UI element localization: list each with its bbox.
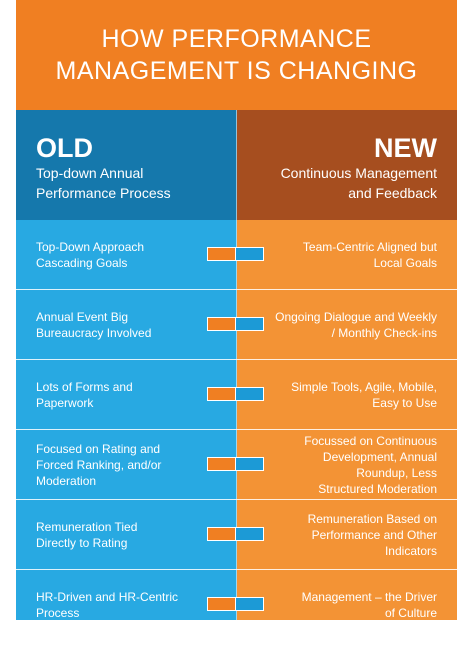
connector-left-block bbox=[207, 597, 236, 611]
row-separator bbox=[16, 359, 457, 360]
comparison-row: Remuneration Tied Directly to Rating Remun… bbox=[16, 500, 457, 570]
title-line-1: HOW PERFORMANCE bbox=[101, 25, 372, 53]
connector-left-block bbox=[207, 387, 236, 401]
new-item: Focussed on Continuous Development, Annua… bbox=[267, 430, 437, 500]
new-item-line: Performance and Other bbox=[311, 528, 437, 542]
old-subtitle-line-1: Top-down Annual bbox=[36, 165, 144, 181]
old-item-line: Annual Event Big bbox=[36, 310, 129, 324]
new-item: Management – the Driver of Culture bbox=[267, 570, 437, 640]
old-item-line: HR-Driven and HR-Centric bbox=[36, 590, 179, 604]
old-item-line: Paperwork bbox=[36, 396, 94, 410]
comparison-row: Lots of Forms and Paperwork Simple Tools, … bbox=[16, 360, 457, 430]
new-item-line: Development, Annual bbox=[322, 450, 437, 464]
connector-left-block bbox=[207, 527, 236, 541]
old-item-line: Directly to Rating bbox=[36, 536, 128, 550]
connector-left-block bbox=[207, 247, 236, 261]
old-header: OLD Top-down Annual Performance Process bbox=[16, 110, 237, 220]
column-divider bbox=[236, 110, 237, 620]
old-item: Lots of Forms and Paperwork bbox=[36, 360, 206, 430]
new-item-line: Structured Moderation bbox=[318, 482, 437, 496]
new-item-line: Simple Tools, Agile, Mobile, bbox=[291, 380, 437, 394]
old-item-line: Lots of Forms and bbox=[36, 380, 133, 394]
new-item-line: Local Goals bbox=[373, 256, 437, 270]
connector-right-block bbox=[235, 597, 264, 611]
new-column bbox=[237, 220, 457, 620]
row-separator bbox=[16, 499, 457, 500]
row-separator bbox=[16, 289, 457, 290]
connector-right-block bbox=[235, 387, 264, 401]
connector-icon bbox=[207, 247, 265, 261]
connector-right-block bbox=[235, 317, 264, 331]
connector-icon bbox=[207, 527, 265, 541]
new-item-line: Indicators bbox=[384, 544, 437, 558]
old-column bbox=[16, 220, 237, 620]
old-subtitle-line-2: Performance Process bbox=[36, 185, 171, 201]
connector-icon bbox=[207, 387, 265, 401]
new-item-line: Remuneration Based on bbox=[307, 512, 437, 526]
new-item: Team-Centric Aligned but Local Goals bbox=[267, 220, 437, 290]
new-item-line: Management – the Driver bbox=[301, 590, 437, 604]
new-item-line: Team-Centric Aligned but bbox=[302, 240, 437, 254]
row-separator bbox=[16, 429, 457, 430]
old-item: Focused on Rating and Forced Ranking, and… bbox=[36, 430, 206, 500]
connector-icon bbox=[207, 317, 265, 331]
connector-left-block bbox=[207, 317, 236, 331]
comparison-row: Focused on Rating and Forced Ranking, and… bbox=[16, 430, 457, 500]
connector-left-block bbox=[207, 457, 236, 471]
connector-right-block bbox=[235, 247, 264, 261]
old-item-line: Focused on Rating and bbox=[36, 442, 161, 456]
connector-right-block bbox=[235, 457, 264, 471]
new-header: NEW Continuous Management and Feedback bbox=[237, 110, 457, 220]
old-item: Annual Event Big Bureaucracy Involved bbox=[36, 290, 206, 360]
old-heading: OLD bbox=[36, 133, 93, 163]
connector-icon bbox=[207, 597, 265, 611]
old-item-line: Top-Down Approach bbox=[36, 240, 145, 254]
title-band: HOW PERFORMANCE MANAGEMENT IS CHANGING bbox=[16, 0, 457, 110]
new-subtitle-line-1: Continuous Management bbox=[280, 165, 437, 181]
comparison-row: Annual Event Big Bureaucracy Involved Ongo… bbox=[16, 290, 457, 360]
old-item: Remuneration Tied Directly to Rating bbox=[36, 500, 206, 570]
old-item: Top-Down Approach Cascading Goals bbox=[36, 220, 206, 290]
connector-right-block bbox=[235, 527, 264, 541]
new-item-line: Ongoing Dialogue and Weekly bbox=[275, 310, 437, 324]
new-heading: NEW bbox=[374, 133, 437, 163]
old-item-line: Bureaucracy Involved bbox=[36, 326, 152, 340]
new-item: Remuneration Based on Performance and Oth… bbox=[267, 500, 437, 570]
old-item-line: Remuneration Tied bbox=[36, 520, 138, 534]
new-item-line: Focussed on Continuous bbox=[304, 434, 437, 448]
old-item-line: Process bbox=[36, 606, 80, 620]
old-item-line: Cascading Goals bbox=[36, 256, 128, 270]
new-item-line: Easy to Use bbox=[372, 396, 437, 410]
new-subtitle-line-2: and Feedback bbox=[348, 185, 437, 201]
infographic: HOW PERFORMANCE MANAGEMENT IS CHANGING O… bbox=[16, 0, 457, 648]
title-line-2: MANAGEMENT IS CHANGING bbox=[55, 57, 418, 85]
connector-icon bbox=[207, 457, 265, 471]
comparison-row: Top-Down Approach Cascading Goals Team-Cen… bbox=[16, 220, 457, 290]
old-item-line: Moderation bbox=[36, 474, 97, 488]
new-item-line: / Monthly Check-ins bbox=[331, 326, 437, 340]
row-separator bbox=[16, 569, 457, 570]
old-item: HR-Driven and HR-Centric Process bbox=[36, 570, 206, 640]
comparison-row: HR-Driven and HR-Centric Process Managemen… bbox=[16, 570, 457, 640]
old-item-line: Forced Ranking, and/or bbox=[36, 458, 162, 472]
new-item-line: of Culture bbox=[384, 606, 437, 620]
new-item: Ongoing Dialogue and Weekly / Monthly Che… bbox=[267, 290, 437, 360]
new-item-line: Roundup, Less bbox=[356, 466, 437, 480]
new-item: Simple Tools, Agile, Mobile, Easy to Use bbox=[267, 360, 437, 430]
